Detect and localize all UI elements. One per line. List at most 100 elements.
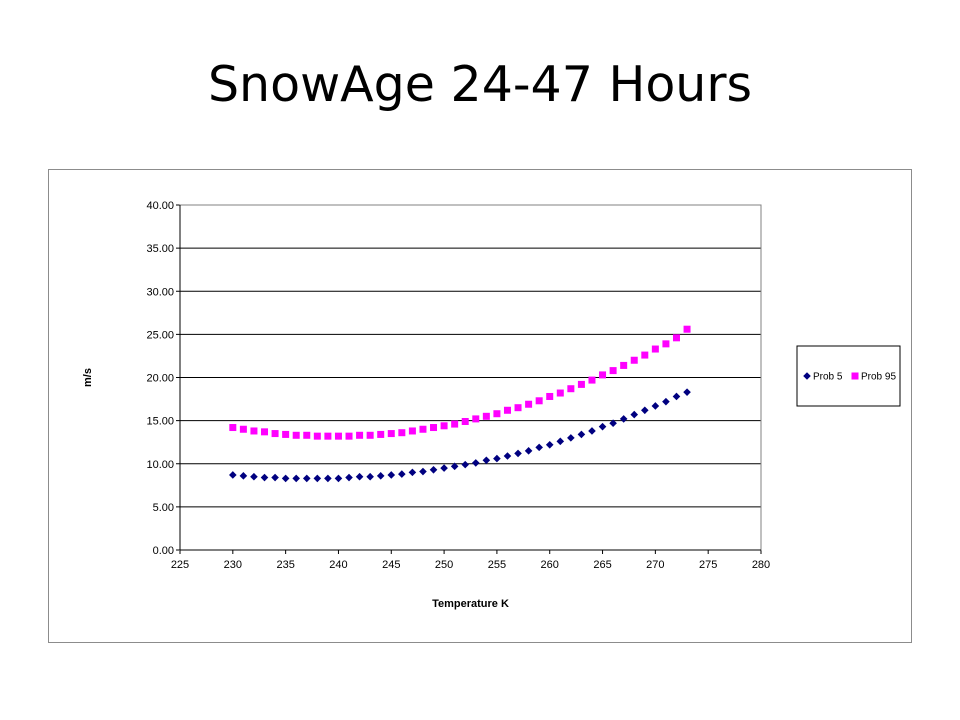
data-point-prob-5 bbox=[250, 472, 258, 481]
y-tick-label: 35.00 bbox=[146, 243, 174, 255]
x-tick-label: 245 bbox=[382, 559, 400, 571]
data-point-prob-5 bbox=[376, 472, 385, 480]
data-point-prob-5 bbox=[651, 402, 660, 410]
y-tick-label: 40.00 bbox=[146, 200, 174, 212]
x-axis-title: Temperature K bbox=[432, 598, 509, 610]
x-tick-label: 270 bbox=[646, 559, 664, 571]
data-point-prob-5 bbox=[609, 419, 617, 428]
data-point-prob-5 bbox=[334, 474, 343, 483]
y-tick-label: 0.00 bbox=[153, 545, 174, 557]
legend-box bbox=[796, 345, 901, 407]
y-tick-label: 5.00 bbox=[153, 502, 174, 514]
data-point-prob-5 bbox=[641, 406, 649, 415]
data-point-prob-5 bbox=[503, 452, 512, 460]
data-point-prob-5 bbox=[535, 443, 543, 452]
data-point-prob-95 bbox=[419, 425, 427, 433]
data-point-prob-95 bbox=[334, 432, 342, 440]
data-point-prob-95 bbox=[662, 340, 670, 348]
y-tick-label: 30.00 bbox=[146, 286, 174, 298]
data-point-prob-5 bbox=[440, 464, 448, 472]
y-tick-label: 25.00 bbox=[146, 329, 174, 341]
data-point-prob-5 bbox=[493, 454, 501, 463]
data-point-prob-95 bbox=[609, 367, 617, 375]
data-point-prob-95 bbox=[282, 430, 290, 438]
data-point-prob-5 bbox=[514, 449, 522, 458]
x-tick-label: 235 bbox=[276, 559, 294, 571]
data-point-prob-5 bbox=[662, 397, 670, 406]
data-point-prob-5 bbox=[482, 456, 491, 465]
data-point-prob-95 bbox=[535, 397, 543, 405]
data-point-prob-95 bbox=[503, 406, 511, 414]
chart-frame: 0.00 5.00 10.00 15.00 20.00 25.00 30.00 35.00 40… bbox=[48, 169, 912, 643]
data-point-prob-95 bbox=[377, 430, 385, 438]
data-point-prob-5 bbox=[355, 472, 364, 481]
data-point-prob-95 bbox=[641, 351, 649, 359]
data-point-prob-5 bbox=[345, 473, 353, 482]
y-tick-label: 10.00 bbox=[146, 459, 174, 471]
data-point-prob-95 bbox=[493, 410, 501, 418]
data-point-prob-5 bbox=[260, 473, 269, 482]
data-point-prob-5 bbox=[598, 422, 607, 431]
data-point-prob-5 bbox=[366, 472, 374, 481]
x-tick-label: 250 bbox=[435, 559, 453, 571]
data-point-prob-95 bbox=[440, 422, 448, 430]
y-tick-label: 20.00 bbox=[146, 373, 174, 385]
data-point-prob-95 bbox=[324, 432, 332, 440]
x-tick-label: 230 bbox=[224, 559, 242, 571]
data-point-prob-95 bbox=[451, 420, 459, 428]
data-point-prob-95 bbox=[366, 431, 374, 439]
data-point-prob-95 bbox=[683, 325, 691, 333]
data-point-prob-5 bbox=[229, 471, 237, 479]
data-point-prob-95 bbox=[430, 424, 438, 432]
legend-label-prob-5: Prob 5 bbox=[813, 372, 843, 383]
data-point-prob-5 bbox=[545, 440, 554, 449]
x-tick-label: 260 bbox=[541, 559, 559, 571]
data-point-prob-95 bbox=[271, 430, 279, 438]
data-point-prob-5 bbox=[471, 459, 480, 467]
data-point-prob-5 bbox=[398, 470, 406, 478]
x-tick-label: 255 bbox=[488, 559, 506, 571]
data-point-prob-5 bbox=[567, 434, 575, 442]
data-point-prob-95 bbox=[620, 361, 628, 369]
slide-title: SnowAge 24-47 Hours bbox=[207, 56, 753, 113]
data-point-prob-95 bbox=[472, 415, 480, 423]
data-point-prob-5 bbox=[408, 468, 417, 477]
data-point-prob-95 bbox=[461, 417, 469, 425]
data-point-prob-95 bbox=[398, 429, 406, 437]
x-tick-label: 280 bbox=[752, 559, 770, 571]
legend-label-prob-95: Prob 95 bbox=[861, 372, 896, 383]
data-point-prob-95 bbox=[387, 430, 395, 438]
data-point-prob-95 bbox=[313, 432, 321, 440]
data-point-prob-5 bbox=[313, 474, 322, 483]
data-point-prob-95 bbox=[261, 428, 269, 436]
data-point-prob-5 bbox=[461, 460, 470, 469]
y-axis-title: m/s bbox=[82, 368, 94, 387]
x-tick-label: 240 bbox=[329, 559, 347, 571]
data-point-prob-95 bbox=[303, 431, 311, 439]
data-point-prob-5 bbox=[281, 474, 290, 483]
y-tick-label: 15.00 bbox=[146, 416, 174, 428]
data-point-prob-5 bbox=[429, 465, 438, 474]
data-point-prob-95 bbox=[567, 385, 575, 393]
data-point-prob-5 bbox=[630, 410, 639, 419]
data-point-prob-95 bbox=[651, 345, 659, 353]
data-point-prob-5 bbox=[619, 415, 628, 423]
data-point-prob-5 bbox=[292, 474, 300, 483]
data-point-prob-5 bbox=[524, 447, 533, 455]
data-point-prob-95 bbox=[482, 412, 490, 420]
data-point-prob-95 bbox=[577, 380, 585, 388]
data-point-prob-95 bbox=[345, 432, 353, 440]
data-point-prob-5 bbox=[577, 430, 586, 439]
data-point-prob-5 bbox=[588, 427, 596, 435]
data-point-prob-5 bbox=[302, 474, 311, 483]
data-point-prob-5 bbox=[271, 473, 279, 482]
data-point-prob-5 bbox=[683, 388, 691, 396]
data-point-prob-95 bbox=[229, 424, 237, 432]
data-point-prob-5 bbox=[419, 467, 427, 476]
legend-marker-prob-5 bbox=[803, 372, 811, 380]
data-point-prob-95 bbox=[599, 371, 607, 379]
x-tick-label: 265 bbox=[593, 559, 611, 571]
data-point-prob-5 bbox=[450, 462, 459, 471]
data-point-prob-95 bbox=[356, 431, 364, 439]
data-point-prob-5 bbox=[387, 471, 396, 479]
